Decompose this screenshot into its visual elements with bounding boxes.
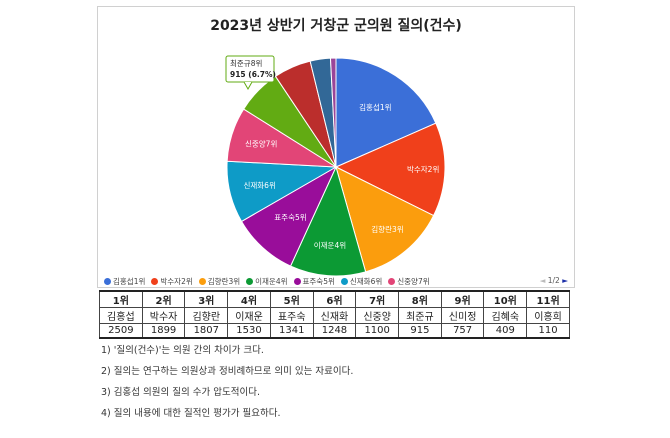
rank-cell: 1위 [99,290,143,308]
name-cell: 최준규 [398,307,442,324]
legend-item[interactable]: 박수자2위 [151,276,193,287]
chart-title: 2023년 상반기 거창군 군의원 질의(건수) [210,18,462,34]
chart-container: 2023년 상반기 거창군 군의원 질의(건수) 김홍섭1위 박수자2위 김향란3위… [97,6,575,288]
legend-label: 신재화6위 [349,277,383,286]
rank-cell: 10위 [483,290,528,308]
value-cell: 1341 [269,323,314,339]
rank-cell: 8위 [398,290,442,308]
value-cell: 1530 [227,323,271,339]
slice-label: 신중양7위 [245,139,277,148]
rank-cell: 7위 [355,290,400,308]
pie-slice[interactable] [289,165,367,277]
legend-dot-icon [293,278,301,285]
value-cell: 1100 [355,323,400,339]
name-cell: 김홍섭 [99,307,143,324]
value-row: 2509 1899 1807 1530 1341 1248 1100 915 757 409 110 [99,323,570,339]
legend-label: 이재운4위 [255,277,288,286]
value-cell: 1807 [184,323,229,339]
legend-item[interactable]: 표주숙5위 [293,276,335,287]
name-cell: 이홍희 [526,307,570,324]
name-cell: 이재운 [227,307,271,324]
legend-item[interactable]: 신중양7위 [388,276,430,287]
rank-cell: 9위 [440,290,485,308]
legend-label: 김향란3위 [207,277,241,286]
legend-dot-icon [151,278,159,285]
value-cell: 757 [440,323,485,339]
legend-next-icon[interactable]: ► [562,276,568,285]
name-cell: 김혜숙 [483,307,528,324]
legend-label: 김홍섭1위 [113,277,146,286]
name-cell: 표주숙 [269,307,314,324]
rank-cell: 11위 [526,290,570,308]
note-3: 3) 김홍섭 의원의 질의 수가 압도적이다. [101,387,260,398]
rank-cell: 6위 [312,290,357,308]
rank-cell: 3위 [184,290,229,308]
note-2: 2) 질의는 연구하는 의원상과 정비례하므로 의미 있는 자료이다. [101,366,354,377]
name-row: 김홍섭 박수자 김향란 이재운 표주숙 신재화 신중양 최준규 신미정 김혜숙 이홍희 [99,307,570,324]
value-cell: 409 [483,323,528,339]
ranking-table: 1위 2위 3위 4위 5위 6위 7위 8위 9위 10위 11위 김홍섭 박수자 김향란 이재운 표주숙… [99,290,570,339]
slice-label: 박수자2위 [407,164,439,174]
tooltip-title: 최준규8위 [230,58,262,68]
name-cell: 신재화 [312,307,357,324]
slice-label: 김향란3위 [371,224,403,234]
rank-row: 1위 2위 3위 4위 5위 6위 7위 8위 9위 10위 11위 [99,290,570,308]
legend-dot-icon [198,278,206,285]
tooltip: 최준규8위 915 (6.7%) [225,55,276,91]
legend-dot-icon [388,278,396,285]
slice-label: 이재운4위 [314,240,346,250]
note-4: 4) 질의 내용에 대한 질적인 평가가 필요하다. [101,408,281,419]
value-cell: 915 [398,323,442,339]
legend-dot-icon [104,278,111,285]
name-cell: 박수자 [141,307,186,324]
legend-item[interactable]: 이재운4위 [246,276,288,287]
name-cell: 신미정 [440,307,485,324]
legend-page-label: 1/2 [547,276,560,285]
value-cell: 2509 [99,323,143,339]
slice-label: 김홍섭1위 [359,102,391,112]
legend-item[interactable]: 김홍섭1위 [104,276,145,287]
note-1: 1) '질의(건수)'는 의원 간의 차이가 크다. [101,345,264,356]
pie-slice[interactable] [334,122,446,217]
legend-label: 표주숙5위 [302,277,335,286]
tooltip-value: 915 (6.7%) [230,70,276,79]
rank-cell: 2위 [141,290,186,308]
notes: 1) '질의(건수)'는 의원 간의 차이가 크다. 2) 질의는 연구하는 의… [101,345,353,429]
legend: 김홍섭1위 박수자2위 김향란3위 이재운4위 표주숙5위 신재화6위 신중양7위 ◄ 1/… [104,276,570,290]
legend-label: 박수자2위 [160,277,193,286]
pie-slice[interactable] [329,57,337,168]
rank-cell: 5위 [269,290,314,308]
rank-cell: 4위 [227,290,271,308]
legend-item[interactable]: 김향란3위 [198,276,241,287]
legend-item[interactable]: 신재화6위 [340,276,383,287]
legend-pager[interactable]: ◄ 1/2 ► [540,276,568,285]
legend-dot-icon [340,278,348,285]
name-cell: 김향란 [184,307,229,324]
pie-slice[interactable] [335,166,435,273]
slice-label: 신재화6위 [243,181,275,190]
slice-label: 표주숙5위 [274,213,306,222]
value-cell: 110 [526,323,570,339]
value-cell: 1248 [312,323,357,339]
name-cell: 신중양 [355,307,400,324]
legend-prev-icon[interactable]: ◄ [539,276,546,285]
pie-slice[interactable] [335,57,437,168]
legend-label: 신중양7위 [397,277,430,286]
legend-dot-icon [246,278,254,285]
value-cell: 1899 [141,323,186,339]
